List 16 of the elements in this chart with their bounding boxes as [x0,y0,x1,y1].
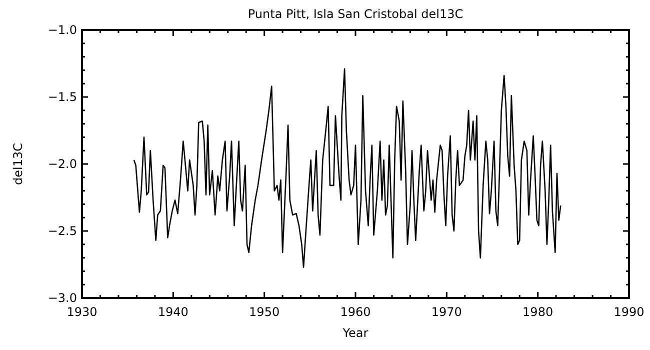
x-tick-label: 1970 [431,305,462,319]
y-axis-title: del13C [11,143,25,185]
chart-title: Punta Pitt, Isla San Cristobal del13C [248,7,464,21]
x-tick-label: 1950 [249,305,280,319]
x-tick-label: 1980 [522,305,554,319]
x-tick-label: 1990 [614,305,644,319]
x-tick-label: 1940 [158,305,188,319]
y-tick-label: −3.0 [48,291,77,306]
y-tick-label: −1.5 [48,90,77,104]
y-tick-label: −2.0 [48,157,77,172]
y-tick-label: −2.5 [48,224,77,238]
x-tick-label: 1960 [340,305,371,319]
x-tick-label: 1930 [66,305,98,319]
y-tick-label: −1.0 [48,23,77,38]
line-series [133,68,562,268]
x-axis-title: Year [342,326,368,340]
